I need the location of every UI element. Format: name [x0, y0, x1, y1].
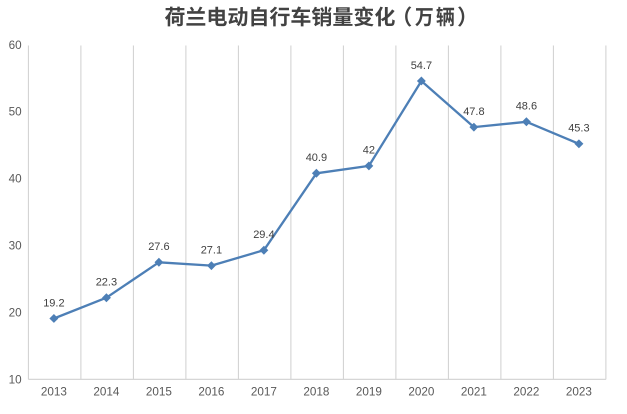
- svg-text:30: 30: [9, 240, 23, 253]
- svg-text:2021: 2021: [461, 386, 487, 399]
- svg-text:27.6: 27.6: [148, 241, 169, 253]
- svg-text:10: 10: [9, 373, 23, 386]
- svg-text:2023: 2023: [566, 386, 592, 399]
- svg-text:50: 50: [9, 106, 23, 119]
- svg-text:2018: 2018: [303, 386, 329, 399]
- svg-text:29.4: 29.4: [253, 229, 274, 241]
- svg-text:20: 20: [9, 306, 23, 319]
- svg-text:47.8: 47.8: [463, 106, 484, 118]
- svg-text:42: 42: [363, 145, 375, 157]
- svg-text:2019: 2019: [356, 386, 382, 399]
- svg-text:2017: 2017: [251, 386, 277, 399]
- svg-text:48.6: 48.6: [516, 101, 537, 113]
- svg-text:40.9: 40.9: [306, 152, 327, 164]
- svg-text:2015: 2015: [146, 386, 173, 399]
- svg-text:19.2: 19.2: [43, 297, 64, 309]
- svg-text:2022: 2022: [513, 386, 539, 399]
- svg-text:27.1: 27.1: [201, 244, 222, 256]
- svg-text:60: 60: [9, 39, 23, 52]
- svg-text:2014: 2014: [93, 386, 120, 399]
- svg-text:22.3: 22.3: [96, 277, 117, 289]
- svg-text:2020: 2020: [408, 386, 435, 399]
- svg-text:2013: 2013: [41, 386, 67, 399]
- svg-text:40: 40: [9, 173, 23, 186]
- svg-text:54.7: 54.7: [411, 60, 432, 72]
- svg-text:45.3: 45.3: [568, 123, 589, 135]
- svg-text:2016: 2016: [198, 386, 224, 399]
